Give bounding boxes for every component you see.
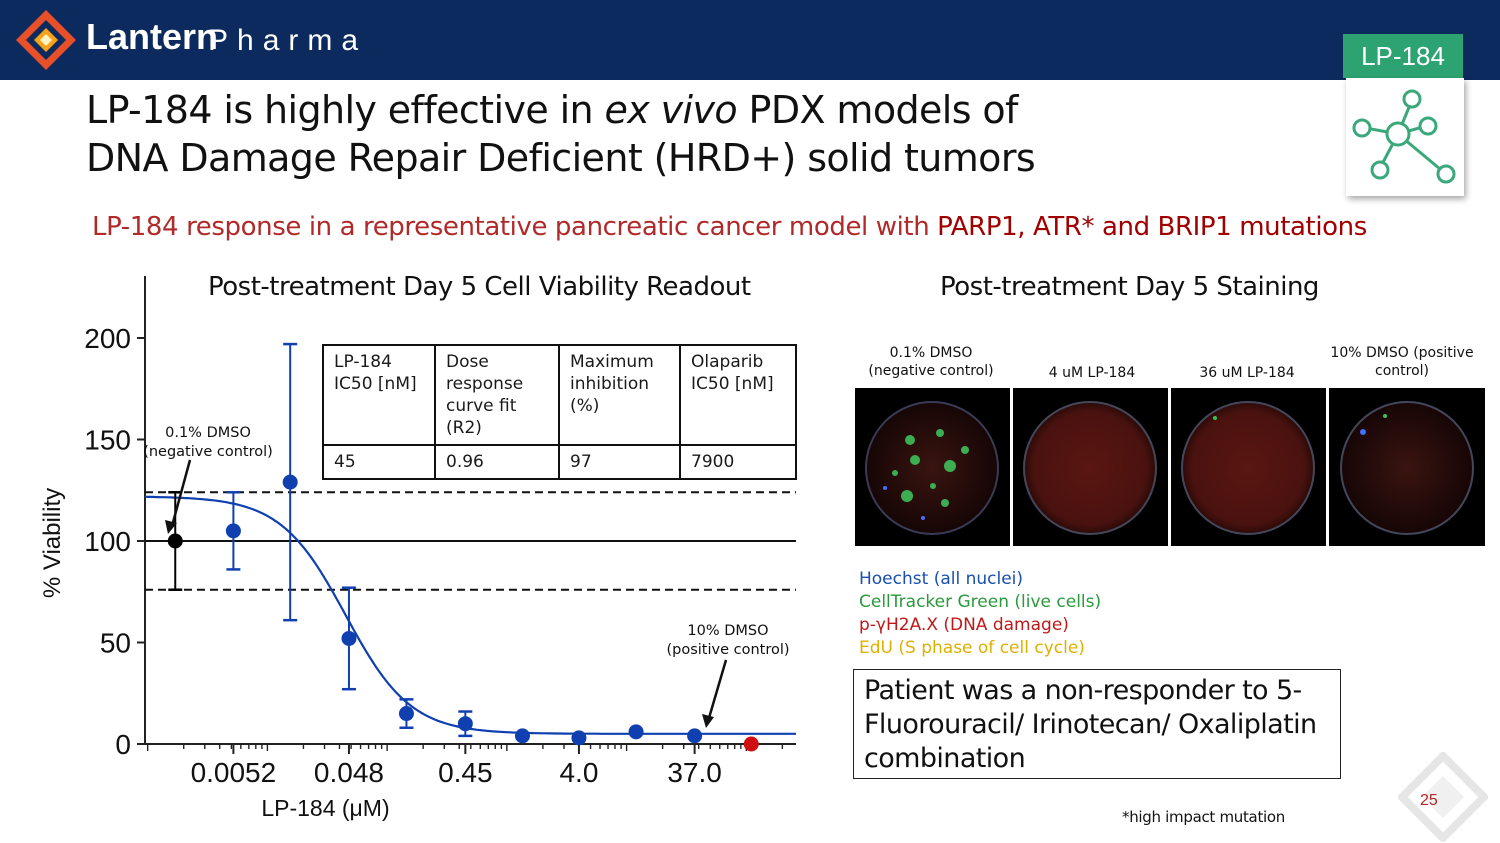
watermark-logo-icon [1398, 752, 1488, 842]
table-cell: 45 [322, 444, 436, 480]
data-point [457, 716, 473, 732]
y-tick-label: 50 [100, 628, 131, 659]
annotation-arrowhead [165, 520, 177, 534]
page-number: 25 [1420, 792, 1438, 809]
title-line1-a: LP-184 is highly effective in [86, 88, 605, 132]
footnote: *high impact mutation [1122, 808, 1285, 826]
ic50-table: LP-184 IC50 [nM] Dose response curve fit… [322, 344, 797, 480]
y-tick-label: 150 [84, 425, 131, 456]
table-header-cell: Olaparib IC50 [nM] [679, 344, 797, 446]
annotation-arrow [170, 459, 192, 527]
slide-title: LP-184 is highly effective in ex vivo PD… [86, 86, 1186, 182]
lantern-logo-icon [16, 10, 76, 70]
staining-images [855, 388, 1485, 546]
table-cell: 7900 [679, 444, 797, 480]
table-header-cell: LP-184 IC50 [nM] [322, 344, 436, 446]
y-axis-title: % Viability [39, 488, 66, 598]
annotation-negative-control: 0.1% DMSO [165, 425, 251, 441]
title-line2: DNA Damage Repair Deficient (HRD+) solid… [86, 136, 1036, 180]
data-point [398, 706, 414, 722]
compound-tag: LP-184 [1343, 34, 1463, 78]
stain-legend: Hoechst (all nuclei) CellTracker Green (… [859, 568, 1101, 660]
data-point [341, 630, 357, 646]
image-label: 0.1% DMSO (negative control) [868, 345, 994, 379]
legend-item: EdU (S phase of cell cycle) [859, 638, 1085, 658]
image-label: 36 uM LP-184 [1199, 365, 1295, 381]
subtitle-prefix: LP-184 response in a representative panc… [92, 212, 938, 242]
x-tick-label: 4.0 [559, 757, 598, 788]
image-negative-control [855, 388, 1010, 546]
annotation-arrow [707, 659, 728, 719]
data-point [282, 474, 298, 490]
annotation-negative-control: (negative control) [143, 444, 273, 460]
slide-subtitle: LP-184 response in a representative panc… [92, 212, 1367, 242]
table-row: 45 0.96 97 7900 [322, 444, 797, 480]
y-tick-label: 0 [115, 729, 131, 760]
image-36um-lp184 [1171, 388, 1326, 546]
data-point [514, 728, 530, 744]
x-tick-label: 37.0 [667, 757, 722, 788]
title-line1-b: PDX models of [737, 88, 1019, 132]
x-tick-label: 0.048 [314, 757, 384, 788]
table-cell: 0.96 [434, 444, 560, 480]
x-axis-title: LP-184 (μM) [261, 795, 389, 821]
subtitle-highlight: PARP1, ATR* and BRIP1 mutations [937, 212, 1367, 242]
patient-note: Patient was a non-responder to 5-Fluorou… [853, 669, 1341, 779]
header-bar [0, 0, 1500, 80]
brand-name: Lantern [86, 16, 219, 57]
image-label: 10% DMSO (positive control) [1330, 345, 1474, 379]
annotation-positive-control: (positive control) [666, 642, 789, 658]
legend-item: CellTracker Green (live cells) [859, 592, 1102, 612]
annotation-arrowhead [702, 714, 714, 728]
data-point [743, 736, 759, 752]
viability-chart: 0 50 100 150 200 % Viability 0.0052 0.048 0.45 4.… [39, 276, 796, 821]
legend-item: p-γH2A.X (DNA damage) [859, 615, 1069, 635]
data-point [687, 728, 703, 744]
brand-subtitle: Pharma [208, 24, 368, 57]
chart-title: Post-treatment Day 5 Cell Viability Read… [208, 272, 751, 302]
fit-curve [144, 495, 796, 735]
data-point [571, 730, 587, 746]
image-4um-lp184 [1013, 388, 1168, 546]
y-tick-label: 100 [84, 526, 131, 557]
title-line1-emphasis: ex vivo [604, 88, 738, 132]
legend-item: Hoechst (all nuclei) [859, 569, 1024, 589]
data-point [628, 724, 644, 740]
molecule-network-icon [1352, 89, 1456, 184]
molecule-card [1346, 78, 1464, 196]
table-cell: 97 [558, 444, 681, 480]
data-point [167, 533, 183, 549]
data-point [225, 523, 241, 539]
annotation-positive-control: 10% DMSO [687, 623, 768, 639]
staining-title: Post-treatment Day 5 Staining [940, 272, 1319, 302]
table-header-cell: Maximum inhibition (%) [558, 344, 681, 446]
table-header-cell: Dose response curve fit (R2) [434, 344, 560, 446]
image-label: 4 uM LP-184 [1048, 365, 1136, 381]
table-header-row: LP-184 IC50 [nM] Dose response curve fit… [322, 344, 797, 446]
x-tick-label: 0.0052 [191, 757, 277, 788]
y-tick-label: 200 [84, 323, 131, 354]
x-tick-label: 0.45 [438, 757, 493, 788]
image-positive-control [1329, 388, 1485, 546]
